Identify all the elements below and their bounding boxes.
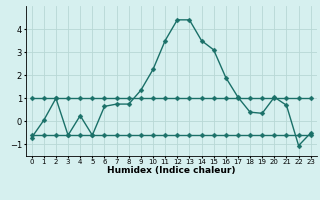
X-axis label: Humidex (Indice chaleur): Humidex (Indice chaleur) — [107, 166, 236, 175]
